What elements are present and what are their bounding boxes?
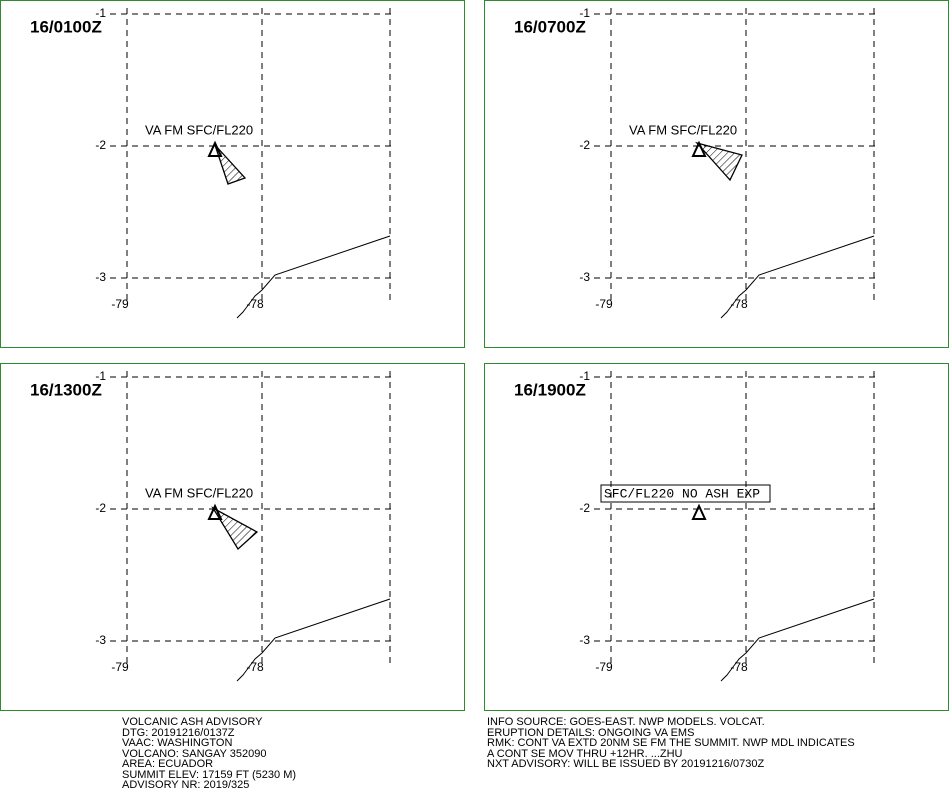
- ash-area: [214, 144, 247, 185]
- advisory-left: VOLCANIC ASH ADVISORY DTG: 20191216/0137Z…: [122, 717, 296, 791]
- lat-label: -3: [579, 270, 590, 284]
- advisory-right: INFO SOURCE: GOES-EAST. NWP MODELS. VOLC…: [487, 717, 855, 770]
- lon-label: -78: [730, 660, 748, 674]
- lat-label: -1: [579, 369, 590, 383]
- volcano: [207, 503, 223, 520]
- panel-frame: [0, 0, 465, 348]
- volcano: [691, 140, 707, 157]
- panel-frame: [0, 363, 465, 711]
- coastline: [236, 235, 391, 319]
- valid-time: 16/1300Z: [30, 380, 102, 399]
- lon-label: -79: [111, 297, 129, 311]
- advisory-line: ADVISORY NR: 2019/325: [122, 779, 250, 791]
- volcano: [207, 140, 223, 157]
- map-panel: -1 -2 -3 -79 -78 16/1900Z SFC/FL220 NO ASH EXP: [484, 363, 949, 711]
- map-panel: -1 -2 -3 -79 -78 16/0700Z VA FM SFC/FL220: [484, 0, 949, 348]
- lat-label: -3: [95, 270, 106, 284]
- lon-label: -79: [595, 297, 613, 311]
- lon-label: -79: [595, 660, 613, 674]
- lon-label: -78: [730, 297, 748, 311]
- advisory-line: VOLCANIC ASH ADVISORY: [122, 716, 263, 728]
- ash-label: VA FM SFC/FL220: [145, 122, 253, 137]
- label-box: [600, 484, 771, 503]
- coastline: [720, 598, 875, 682]
- advisory-line: NXT ADVISORY: WILL BE ISSUED BY 20191216…: [487, 758, 765, 770]
- advisory-line: A CONT SE MOV THRU +12HR. ...ZHU: [487, 747, 683, 760]
- map-panel: -1 -2 -3 -79 -78 16/1300Z VA FM SFC/FL220: [0, 363, 465, 711]
- coastline: [720, 235, 875, 319]
- lat-label: -2: [579, 501, 590, 515]
- advisory-line: ERUPTION DETAILS: ONGOING VA EMS: [487, 726, 695, 739]
- lon-label: -79: [111, 660, 129, 674]
- advisory-line: DTG: 20191216/0137Z: [122, 726, 235, 739]
- advisory-line: SUMMIT ELEV: 17159 FT (5230 M): [122, 768, 297, 781]
- volcano: [691, 503, 707, 520]
- valid-time: 16/0700Z: [514, 17, 586, 36]
- lat-label: -3: [579, 633, 590, 647]
- lon-label: -78: [246, 297, 264, 311]
- lat-label: -3: [95, 633, 106, 647]
- lat-label: -1: [95, 369, 106, 383]
- lat-label: -2: [95, 501, 106, 515]
- panel-frame: [484, 363, 949, 711]
- advisory-line: INFO SOURCE: GOES-EAST. NWP MODELS. VOLC…: [487, 716, 765, 728]
- ash-label: VA FM SFC/FL220: [629, 122, 737, 137]
- advisory-line: VOLCANO: SANGAY 352090: [122, 747, 267, 760]
- lat-label: -2: [579, 138, 590, 152]
- panel-frame: [484, 0, 949, 348]
- lat-label: -2: [95, 138, 106, 152]
- advisory-line: RMK: CONT VA EXTD 20NM SE FM THE SUMMIT.…: [487, 737, 855, 749]
- ash-area: [695, 141, 743, 182]
- lat-label: -1: [579, 6, 590, 20]
- coastline: [236, 598, 391, 682]
- advisory-line: AREA: ECUADOR: [122, 758, 214, 770]
- ash-label: VA FM SFC/FL220: [145, 485, 253, 500]
- advisory-line: VAAC: WASHINGTON: [122, 737, 233, 749]
- map-panel: -1 -2 -3 -79 -78 16/0100Z VA FM SFC/FL220: [0, 0, 465, 348]
- lat-label: -1: [95, 6, 106, 20]
- ash-label: SFC/FL220 NO ASH EXP: [604, 486, 760, 501]
- lon-label: -78: [246, 660, 264, 674]
- ash-area: [211, 506, 259, 551]
- valid-time: 16/1900Z: [514, 380, 586, 399]
- valid-time: 16/0100Z: [30, 17, 102, 36]
